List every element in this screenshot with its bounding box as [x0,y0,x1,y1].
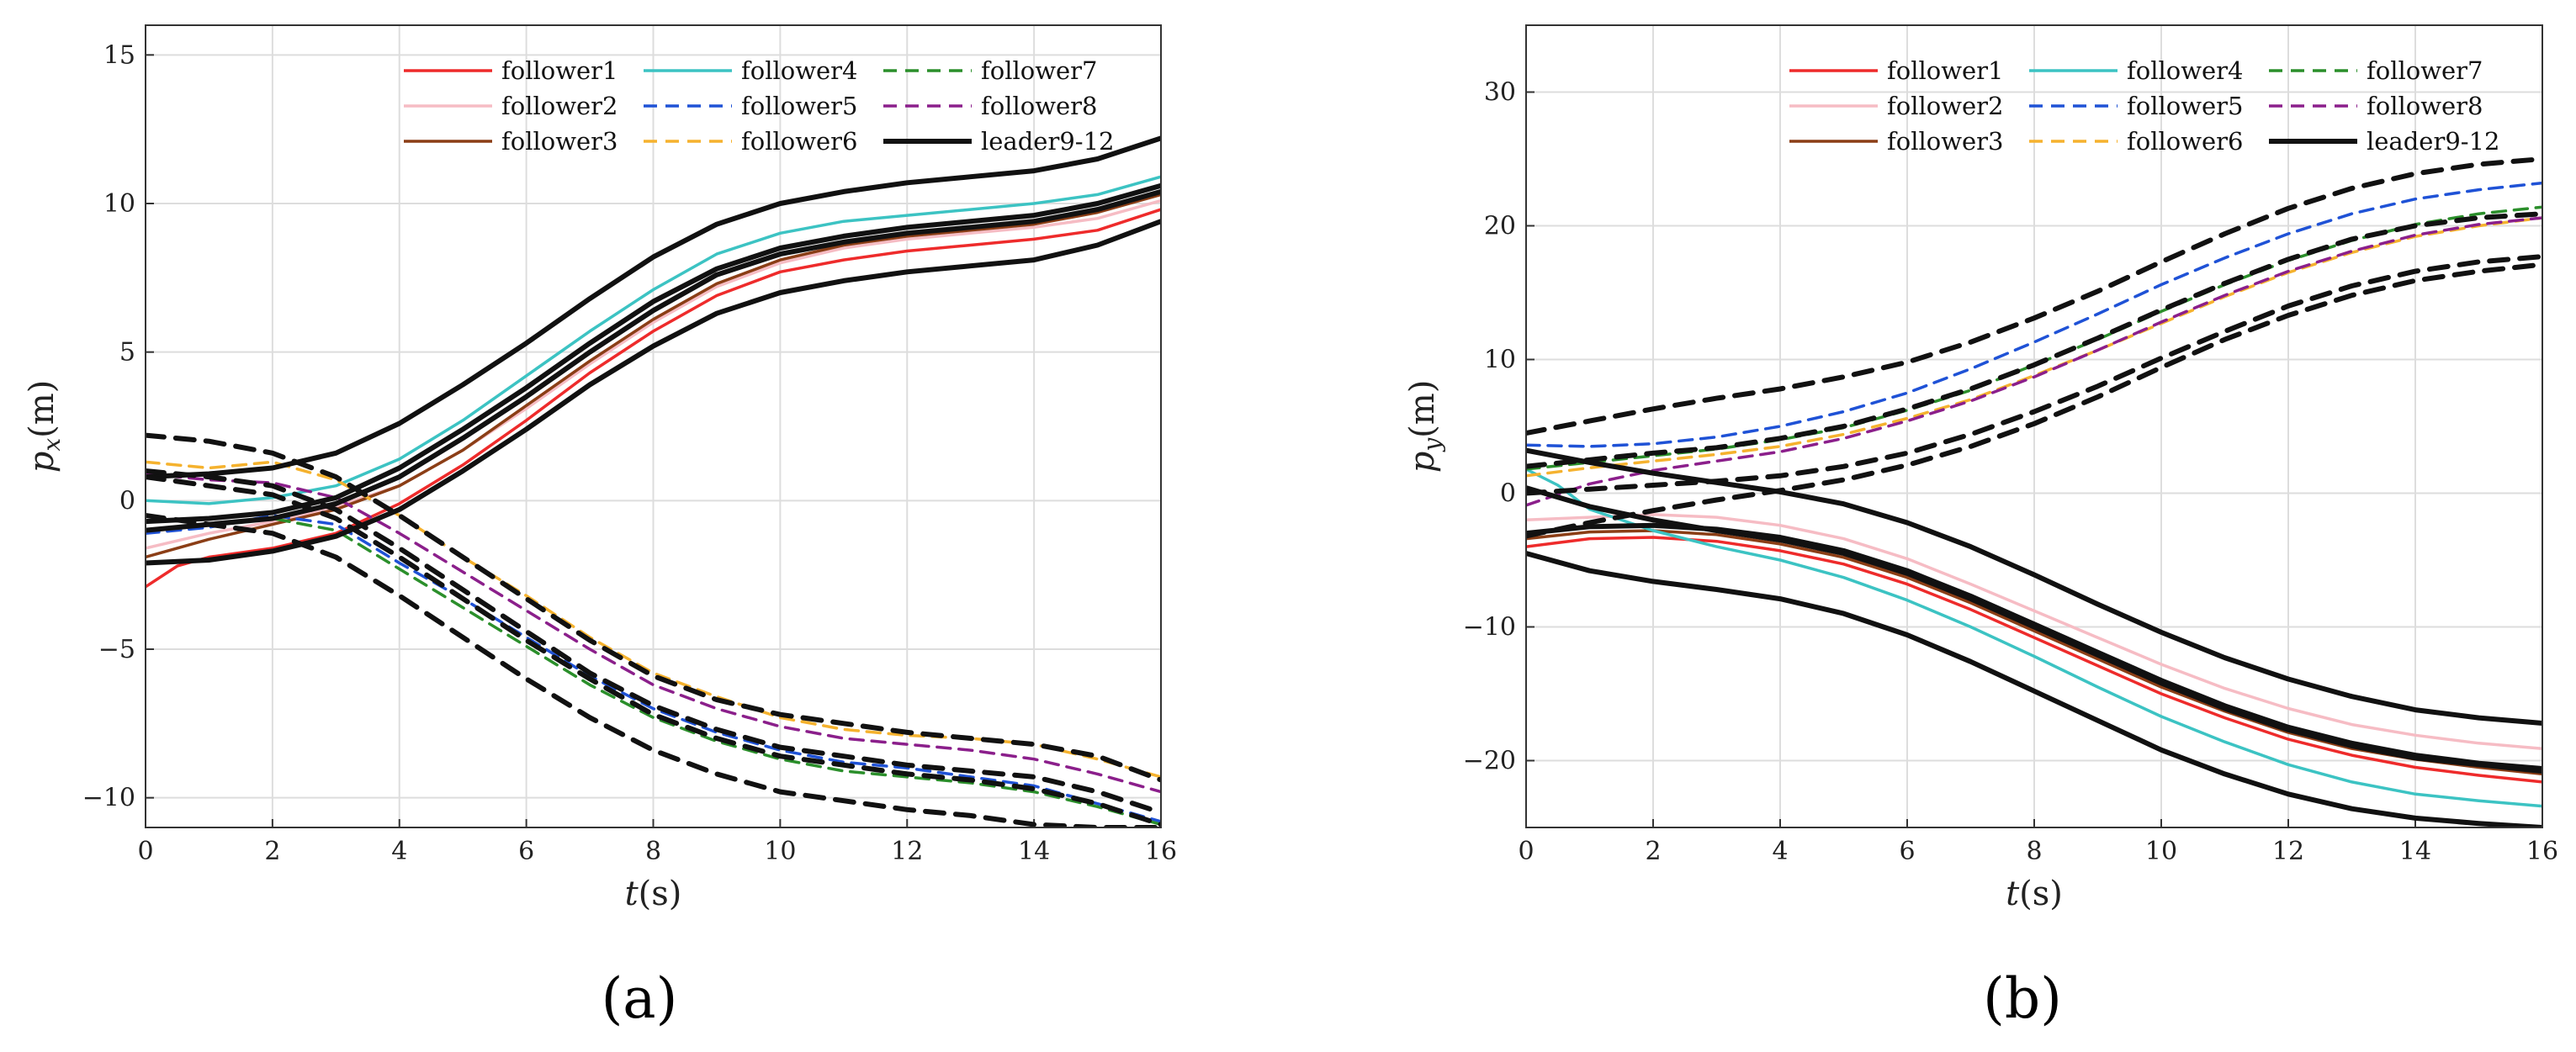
x-tick-label: 0 [137,837,153,866]
series-line-leader9-12 [146,135,1161,480]
x-tick-label: 2 [1645,837,1661,866]
series-group [1526,156,2542,827]
chart-panel-2: 0 2 4 6 8 10 12 14 16 −20 −10 0 10 20 30 t(s) py(m) follo… [1403,24,2558,1031]
y-tick-label: 20 [1484,212,1516,241]
legend-label: follower3 [1887,127,2004,156]
y-tick-label: 0 [119,486,135,515]
x-axis-label: t(s) [2006,875,2063,913]
series-line-follower5 [146,514,1161,823]
x-tick-label: 4 [391,837,407,866]
series-group [146,135,1161,827]
y-tick-label: 10 [1484,346,1516,375]
series-line-leader-9 [146,182,1161,525]
legend-label: follower5 [741,92,858,120]
y-tick-label: −20 [1463,747,1516,776]
series-line-leader-11 [146,219,1161,566]
panel-label: (b) [1983,966,2062,1031]
x-tick-label: 12 [891,837,923,866]
series-line-leader-11 [1526,551,2542,827]
y-tick-label: −5 [98,635,135,664]
series-line-follower8 [1526,216,2542,507]
legend-label: follower5 [2127,92,2244,120]
legend-label: leader9-12 [2367,127,2499,156]
y-axis-label: px(m) [23,380,66,473]
legend-label: leader9-12 [981,127,1114,156]
legend-label: follower3 [501,127,618,156]
series-line-follower3 [146,193,1161,559]
x-tick-label: 8 [645,837,661,866]
series-line-leader-10 [1526,485,2542,774]
chart-panel-1: 0 2 4 6 8 10 12 14 16 −10 −5 0 5 10 15 t(s) px(m) followe… [23,24,1177,1031]
series-line-follower7 [146,516,1161,827]
x-tick-label: 14 [2399,837,2431,866]
series-line-leader-14 [1526,262,2542,539]
plot-frame [1525,24,2543,828]
legend: follower1 follower2 follower3 follower4 foll… [404,56,1114,156]
legend-label: follower1 [1887,56,2004,85]
y-tick-label: 10 [103,189,135,219]
x-tick-label: 12 [2272,837,2304,866]
legend-label: follower7 [2367,56,2483,85]
legend-label: follower8 [2367,92,2483,120]
series-line-follower8 [146,472,1161,794]
series-line-leader-12 [1526,156,2542,436]
legend-label: follower4 [741,56,858,85]
x-tick-label: 10 [764,837,796,866]
series-line-leader-14 [146,474,1161,827]
y-axis-label: py(m) [1403,380,1446,473]
y-tick-label: −10 [1463,613,1516,642]
legend-label: follower7 [981,56,1098,85]
x-tick-label: 14 [1018,837,1050,866]
legend-label: follower2 [501,92,618,120]
plot-frame [145,24,1162,828]
x-tick-label: 16 [1145,837,1177,866]
y-tick-label: 5 [119,338,135,367]
series-line-leader-13 [1526,211,2542,469]
legend-label: follower1 [501,56,618,85]
x-tick-label: 4 [1772,837,1788,866]
legend-label: follower6 [741,127,858,156]
y-tick-label: 30 [1484,78,1516,108]
series-line-follower4 [146,175,1161,505]
x-tick-label: 0 [1518,837,1534,866]
x-tick-label: 8 [2026,837,2042,866]
series-line-follower2 [1526,513,2542,750]
y-tick-label: 0 [1500,479,1516,509]
x-tick-label: 2 [264,837,280,866]
x-tick-label: 6 [1899,837,1915,866]
x-tick-label: 10 [2145,837,2177,866]
series-line-leader9-12 [1526,447,2542,726]
series-line-leader-15 [146,513,1161,827]
panel-label: (a) [602,966,678,1031]
series-line-leader-13 [146,468,1161,816]
series-line-follower2 [146,198,1161,550]
legend-label: follower6 [2127,127,2244,156]
x-axis-label: t(s) [625,875,682,913]
series-line-follower5 [1526,181,2542,448]
series-line-leader-12 [146,432,1161,783]
legend: follower1 follower2 follower3 follower4 foll… [1789,56,2499,156]
x-tick-label: 6 [518,837,534,866]
legend-label: follower4 [2127,56,2244,85]
legend-label: follower8 [981,92,1098,120]
series-line-leader-15 [1526,254,2542,496]
y-tick-label: 15 [103,40,135,70]
y-tick-label: −10 [82,784,135,813]
series-line-follower1 [146,208,1161,589]
x-tick-label: 16 [2526,837,2558,866]
legend-label: follower2 [1887,92,2004,120]
series-line-leader-10 [146,188,1161,533]
